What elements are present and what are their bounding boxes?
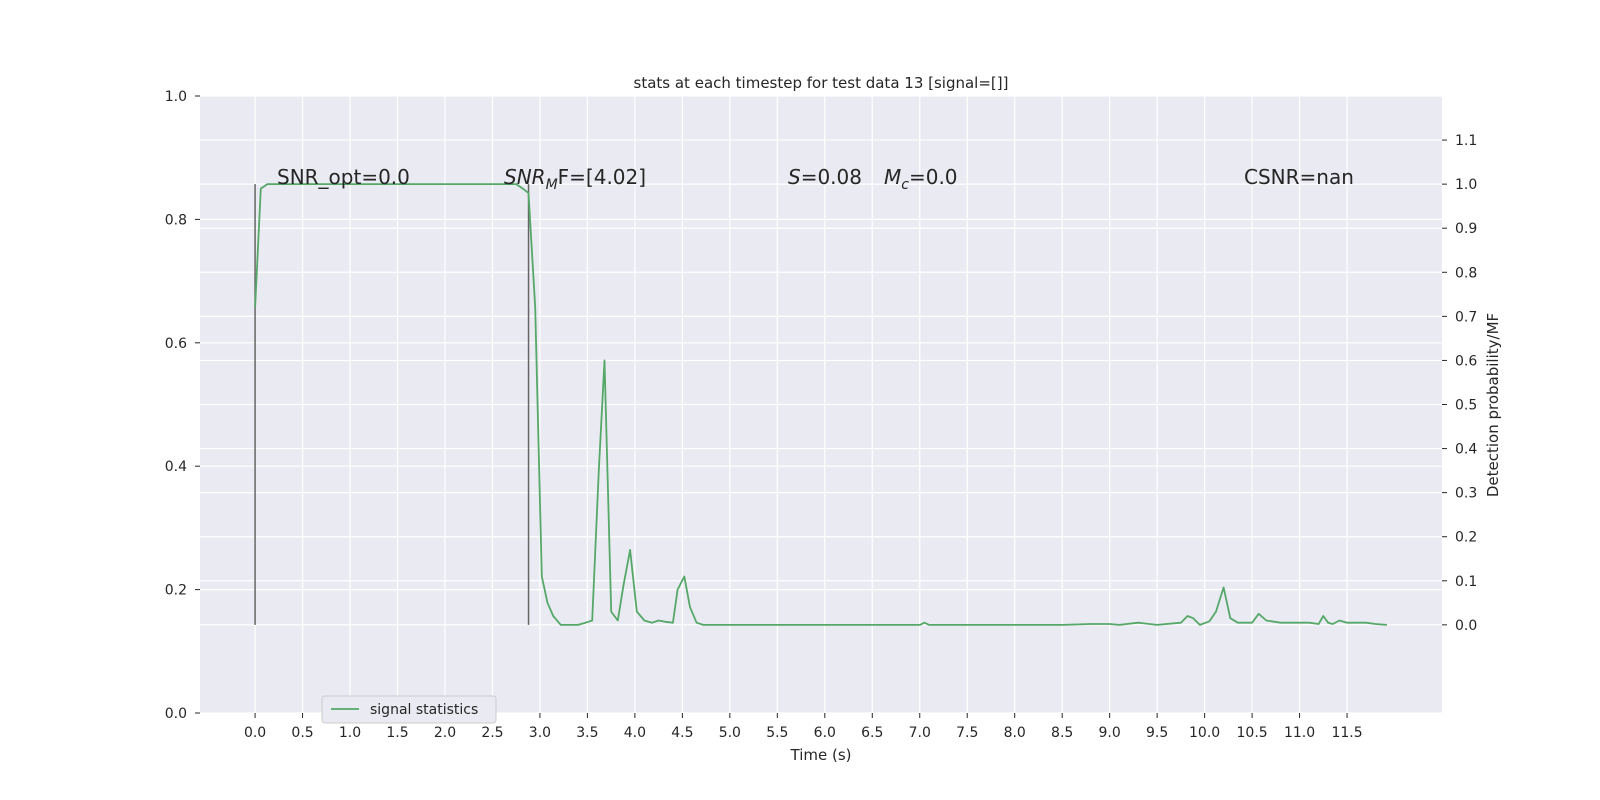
x-tick-label: 6.5 — [861, 725, 883, 741]
y-right-tick-label: 0.5 — [1455, 398, 1477, 414]
y-right-tick-label: 0.7 — [1455, 309, 1477, 325]
x-tick-label: 10.0 — [1189, 725, 1220, 741]
snr-mf-value: F=[4.02] — [558, 165, 646, 189]
y-right-tick-label: 1.1 — [1455, 133, 1477, 149]
s-symbol: S — [788, 165, 801, 189]
y-left-tick-label: 0.8 — [165, 212, 187, 228]
x-tick-label: 0.0 — [244, 725, 266, 741]
x-tick-label: 10.5 — [1237, 725, 1268, 741]
x-tick-label: 9.0 — [1099, 725, 1121, 741]
annotation-snr-mf: SNRMF=[4.02] — [504, 165, 646, 193]
y-left-tick-label: 0.4 — [165, 459, 187, 475]
y-right-tick-label: 0.3 — [1455, 486, 1477, 502]
s-value: =0.08 — [801, 165, 862, 189]
y-right-tick-label: 0.0 — [1455, 618, 1477, 634]
y-axis-label-right: Detection probability/MF — [1484, 313, 1502, 497]
y-right-tick-label: 0.8 — [1455, 265, 1477, 281]
x-tick-label: 11.5 — [1331, 725, 1362, 741]
grid-lines — [200, 95, 1442, 714]
annotation-mc: Mc=0.0 — [884, 165, 958, 193]
y-right-tick-label: 0.4 — [1455, 442, 1477, 458]
annotation-snr-opt: SNR_opt=0.0 — [277, 165, 410, 189]
x-tick-label: 2.5 — [481, 725, 503, 741]
x-tick-label: 1.0 — [339, 725, 361, 741]
y-left-tick-label: 1.0 — [165, 89, 187, 105]
y-right-tick-label: 1.0 — [1455, 177, 1477, 193]
x-axis-label: Time (s) — [790, 746, 852, 764]
x-tick-label: 3.5 — [576, 725, 598, 741]
mc-symbol: M — [884, 165, 901, 189]
legend: signal statistics — [321, 695, 497, 724]
x-tick-label: 11.0 — [1284, 725, 1315, 741]
y-left-tick-label: 0.6 — [165, 336, 187, 352]
x-tick-label: 5.0 — [719, 725, 741, 741]
snr-mf-subscript: M — [546, 177, 558, 193]
x-tick-label: 1.5 — [386, 725, 408, 741]
x-tick-label: 5.5 — [766, 725, 788, 741]
y-left-tick-label: 0.0 — [165, 706, 187, 722]
y-right-tick-label: 0.2 — [1455, 530, 1477, 546]
x-tick-label: 4.5 — [671, 725, 693, 741]
y-right-tick-label: 0.9 — [1455, 221, 1477, 237]
x-tick-label: 8.0 — [1004, 725, 1026, 741]
x-tick-label: 4.0 — [624, 725, 646, 741]
legend-label: signal statistics — [370, 702, 478, 718]
x-tick-label: 0.5 — [291, 725, 313, 741]
vertical-markers — [254, 184, 530, 625]
x-tick-label: 2.0 — [434, 725, 456, 741]
mc-value: =0.0 — [909, 165, 958, 189]
legend-box — [321, 695, 497, 724]
annotation-csnr: CSNR=nan — [1244, 165, 1354, 189]
x-tick-label: 7.0 — [909, 725, 931, 741]
x-tick-label: 7.5 — [956, 725, 978, 741]
x-tick-label: 9.5 — [1146, 725, 1168, 741]
snr-mf-symbol: SNR — [504, 165, 546, 189]
y-right-tick-label: 0.6 — [1455, 353, 1477, 369]
chart-title: stats at each timestep for test data 13 … — [634, 74, 1009, 92]
mc-subscript: c — [901, 177, 909, 193]
x-tick-label: 6.0 — [814, 725, 836, 741]
y-left-tick-label: 0.2 — [165, 583, 187, 599]
annotation-s: S=0.08 — [788, 165, 862, 189]
x-tick-label: 8.5 — [1051, 725, 1073, 741]
series-layer — [254, 183, 1387, 626]
x-tick-label: 3.0 — [529, 725, 551, 741]
y-right-tick-label: 0.1 — [1455, 574, 1477, 590]
tick-labels: 0.0 0.5 1.0 1.5 2.0 2.5 3.0 3.5 4.0 4.5 5.0 5.5 6.0 6… — [165, 89, 1478, 741]
series-line-signal-statistics — [254, 183, 1387, 626]
